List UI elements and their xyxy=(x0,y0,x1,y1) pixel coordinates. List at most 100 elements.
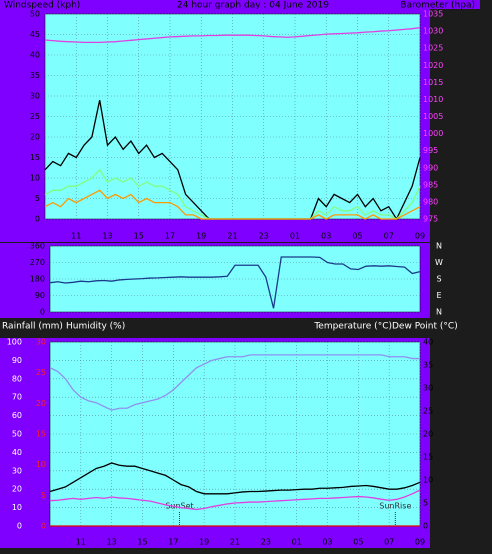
x-tick-label: 15 xyxy=(134,232,144,241)
y-tick-label: 40 xyxy=(423,338,433,347)
y-tick-label: 1020 xyxy=(423,61,443,70)
x-tick-label: 11 xyxy=(76,538,86,547)
x-tick-label: 13 xyxy=(102,232,112,241)
x-tick-label: 05 xyxy=(352,232,362,241)
y-tick-label: 995 xyxy=(423,146,438,155)
header-strip xyxy=(0,0,480,9)
y-tick-label: 1025 xyxy=(423,44,443,53)
chart-title: 24 hour graph day : 04 June 2019 xyxy=(177,1,329,11)
x-tick-label: 11 xyxy=(71,232,81,241)
y-tick-label: 50 xyxy=(12,430,22,439)
series-line xyxy=(49,489,421,511)
rainfall-axis-label: Rainfall (mm) xyxy=(2,322,63,332)
x-tick-label: 15 xyxy=(137,538,147,547)
wind-axis-label: Windspeed (kph) xyxy=(4,1,80,11)
x-tick-label: 21 xyxy=(230,538,240,547)
y-tick-label: 360 xyxy=(30,242,45,251)
y-tick-label: 40 xyxy=(12,448,22,457)
y-tick-label: 0 xyxy=(40,308,45,317)
x-tick-label: 21 xyxy=(227,232,237,241)
y-tick-label: 35 xyxy=(423,361,433,370)
series-line xyxy=(44,27,421,44)
y-tick-label: 990 xyxy=(423,163,438,172)
x-tick-label: 01 xyxy=(292,538,302,547)
y-tick-label: 1000 xyxy=(423,129,443,138)
annotation: SunSet xyxy=(165,502,193,511)
y-tick-label: 1035 xyxy=(423,10,443,19)
x-tick-label: 17 xyxy=(165,232,175,241)
x-tick-label: 23 xyxy=(259,232,269,241)
y-tick-label: 10 xyxy=(36,460,46,469)
x-tick-label: 17 xyxy=(168,538,178,547)
y-tick-label: 100 xyxy=(7,338,22,347)
x-tick-label: 07 xyxy=(384,538,394,547)
y-tick-label: 80 xyxy=(12,374,22,383)
x-tick-label: 03 xyxy=(322,538,332,547)
y-tick-label: 0 xyxy=(35,215,40,224)
y-tick-label: 45 xyxy=(30,30,40,39)
y-tick-label: 30 xyxy=(12,466,22,475)
y-tick-label: 50 xyxy=(30,10,40,19)
y-tick-label: 30 xyxy=(30,92,40,101)
y-tick-label: 10 xyxy=(423,476,433,485)
y-tick-label: 15 xyxy=(423,453,433,462)
y-tick-label: 270 xyxy=(30,258,45,267)
y-tick-label: 40 xyxy=(30,51,40,60)
compass-label: N xyxy=(436,308,442,317)
y-tick-label: 0 xyxy=(17,522,22,531)
y-tick-label: 15 xyxy=(30,153,40,162)
y-tick-label: 90 xyxy=(35,291,45,300)
y-tick-label: 975 xyxy=(423,215,438,224)
y-tick-label: 60 xyxy=(12,411,22,420)
compass-label: S xyxy=(436,275,441,284)
y-tick-label: 25 xyxy=(36,368,46,377)
series-line xyxy=(49,354,420,411)
y-tick-label: 20 xyxy=(12,485,22,494)
y-tick-label: 1030 xyxy=(423,27,443,36)
temperature-axis-label: Temperature (°C) xyxy=(313,322,392,332)
x-tick-label: 07 xyxy=(384,232,394,241)
y-tick-label: 10 xyxy=(30,174,40,183)
y-tick-label: 20 xyxy=(36,399,46,408)
y-tick-label: 985 xyxy=(423,180,438,189)
y-tick-label: 180 xyxy=(30,275,45,284)
y-tick-label: 25 xyxy=(30,112,40,121)
y-tick-label: 35 xyxy=(30,71,40,80)
x-tick-label: 09 xyxy=(415,232,425,241)
y-tick-label: 20 xyxy=(30,133,40,142)
humidity-axis-label: Humidity (%) xyxy=(66,322,125,332)
x-tick-label: 05 xyxy=(353,538,363,547)
compass-label: N xyxy=(436,242,442,251)
plot-area xyxy=(49,245,421,313)
y-tick-label: 5 xyxy=(41,491,46,500)
compass-label: W xyxy=(435,258,443,267)
series-line xyxy=(49,256,421,309)
annotation: SunRise xyxy=(379,502,411,511)
y-tick-label: 1015 xyxy=(423,78,443,87)
dewpoint-axis-label: Dew Point (°C) xyxy=(392,322,458,332)
y-tick-label: 10 xyxy=(12,503,22,512)
x-tick-label: 09 xyxy=(415,538,425,547)
x-tick-label: 23 xyxy=(261,538,271,547)
barometer-axis-label: Barometer (hpa) xyxy=(400,1,475,11)
y-tick-label: 5 xyxy=(35,194,40,203)
y-tick-label: 15 xyxy=(36,430,46,439)
y-tick-label: 5 xyxy=(423,499,428,508)
y-tick-label: 1010 xyxy=(423,95,443,104)
y-tick-label: 1005 xyxy=(423,112,443,121)
y-tick-label: 0 xyxy=(423,522,428,531)
y-tick-label: 20 xyxy=(423,430,433,439)
y-tick-label: 90 xyxy=(12,356,22,365)
y-tick-label: 980 xyxy=(423,197,438,206)
y-tick-label: 0 xyxy=(41,522,46,531)
y-tick-label: 30 xyxy=(423,384,433,393)
series-line xyxy=(44,189,421,220)
x-tick-label: 01 xyxy=(290,232,300,241)
compass-label: E xyxy=(436,291,441,300)
x-tick-label: 03 xyxy=(321,232,331,241)
y-tick-label: 70 xyxy=(12,393,22,402)
y-tick-label: 30 xyxy=(36,338,46,347)
series-line xyxy=(49,462,421,495)
x-tick-label: 13 xyxy=(107,538,117,547)
